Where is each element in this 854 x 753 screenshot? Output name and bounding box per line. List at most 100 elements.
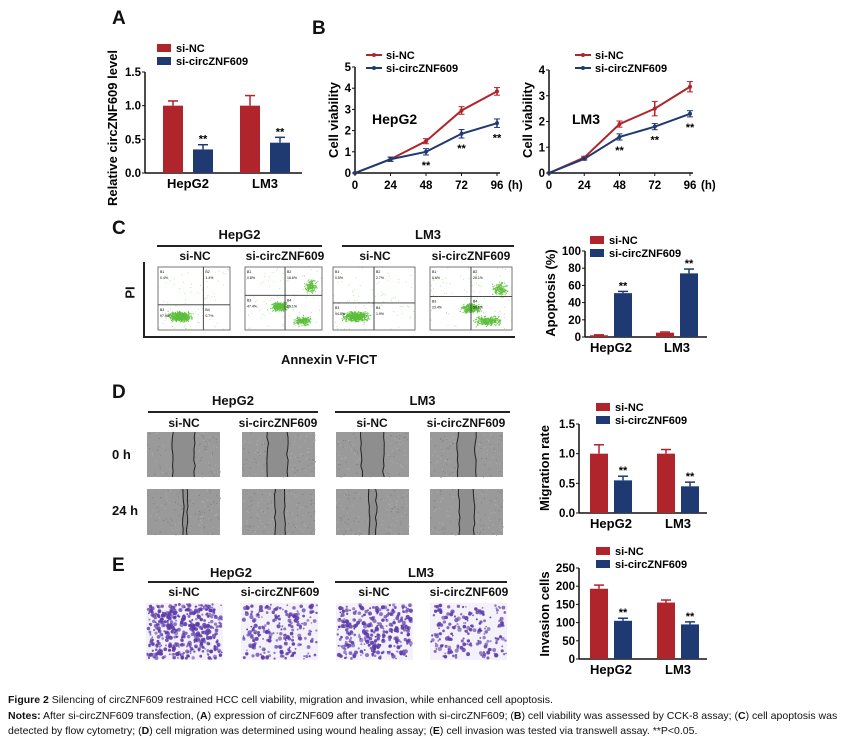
flow-dot	[337, 281, 339, 283]
flow-dot	[473, 307, 475, 309]
flow-dot	[462, 306, 464, 308]
cell-texture	[494, 509, 496, 511]
flow-dot	[362, 267, 363, 269]
flow-dot	[458, 308, 460, 310]
flow-dot	[478, 321, 480, 323]
flow-dot	[477, 321, 479, 323]
flow-dot	[495, 292, 497, 294]
flow-dot	[365, 308, 367, 310]
cell-texture	[501, 435, 503, 437]
stained-cell	[214, 628, 219, 633]
stained-cell	[183, 621, 188, 627]
cell-texture	[282, 476, 284, 478]
flow-dot	[477, 324, 479, 326]
flow-dot	[463, 305, 465, 307]
flow-dot	[361, 315, 363, 317]
flow-dot	[285, 301, 287, 303]
flow-dot	[352, 313, 354, 315]
quadrant-name: B2	[376, 270, 380, 274]
cell-texture	[440, 491, 442, 493]
flow-dot	[487, 322, 489, 324]
wound-healing-image	[430, 488, 504, 536]
cell-texture	[399, 434, 401, 436]
flow-dot	[361, 318, 363, 320]
stained-cell	[164, 631, 168, 635]
cell-texture	[178, 503, 180, 505]
cell-texture	[446, 463, 448, 465]
cell-texture	[388, 473, 390, 475]
cell-texture	[159, 465, 161, 467]
stained-cell	[250, 625, 253, 628]
legend-label: si-circZNF609	[386, 63, 458, 75]
flow-dot	[296, 318, 298, 320]
stained-cell	[266, 621, 270, 625]
cell-texture	[481, 493, 483, 495]
flow-dot	[494, 320, 496, 322]
stained-cell	[204, 647, 207, 650]
stained-cell	[258, 626, 262, 630]
cell-texture	[440, 458, 442, 460]
flow-dot	[277, 304, 279, 306]
stained-cell	[165, 638, 169, 643]
stained-cell	[255, 652, 260, 657]
flow-dot	[179, 317, 181, 319]
cell-texture	[248, 526, 250, 528]
cell-texture	[188, 521, 190, 523]
flow-dot	[355, 319, 357, 321]
cell-texture	[399, 450, 401, 452]
stained-cell	[163, 647, 168, 652]
stained-cell	[290, 625, 294, 629]
quadrant-percentage: 2.7%	[376, 276, 384, 280]
cell-texture	[386, 434, 388, 436]
flow-dot	[182, 316, 184, 318]
flow-dot	[176, 315, 178, 317]
flow-dot	[469, 311, 471, 313]
flow-dot	[500, 275, 502, 277]
legend-label: si-circZNF609	[609, 248, 681, 260]
flow-dot	[262, 281, 264, 283]
flow-dot	[296, 323, 298, 325]
stained-cell	[209, 636, 213, 640]
cell-texture	[202, 435, 204, 437]
flow-dot	[277, 308, 279, 310]
flow-dot	[345, 313, 347, 315]
flow-dot	[188, 315, 190, 317]
cell-texture	[155, 514, 157, 516]
stained-cell	[241, 617, 246, 622]
flow-dot	[354, 319, 356, 321]
stained-cell	[206, 641, 210, 646]
cell-texture	[293, 524, 295, 526]
cell-texture	[205, 448, 207, 450]
flow-dot	[188, 312, 190, 314]
quadrant-percentage: 16.6%	[287, 276, 297, 280]
cell-texture	[479, 533, 481, 535]
legend-swatch	[596, 547, 610, 555]
flow-dot	[303, 324, 305, 326]
flow-dot	[227, 268, 229, 270]
flow-dot	[177, 315, 179, 317]
wound-gap	[459, 489, 474, 535]
stained-cell	[158, 645, 161, 648]
flow-dot	[360, 316, 362, 318]
flow-dot	[432, 288, 434, 290]
y-tick-label: 40	[568, 298, 581, 310]
flow-dot	[172, 317, 174, 319]
flow-dot	[501, 287, 503, 289]
stained-cell	[299, 604, 303, 609]
stained-cell	[157, 615, 161, 619]
cell-texture	[483, 434, 485, 436]
flow-dot	[187, 319, 189, 321]
y-tick-label: 2	[539, 117, 545, 129]
cell-texture	[196, 434, 198, 436]
cell-texture	[310, 453, 312, 455]
quadrant-name: B3	[247, 298, 251, 302]
flow-dot	[495, 321, 497, 323]
flow-dot	[302, 320, 304, 322]
stained-cell	[291, 635, 294, 638]
flow-dot	[179, 312, 181, 314]
cell-texture	[400, 516, 402, 518]
flow-dot	[278, 307, 280, 309]
flow-dot	[176, 314, 178, 316]
flow-dot	[185, 299, 186, 301]
stained-cell	[281, 654, 285, 658]
